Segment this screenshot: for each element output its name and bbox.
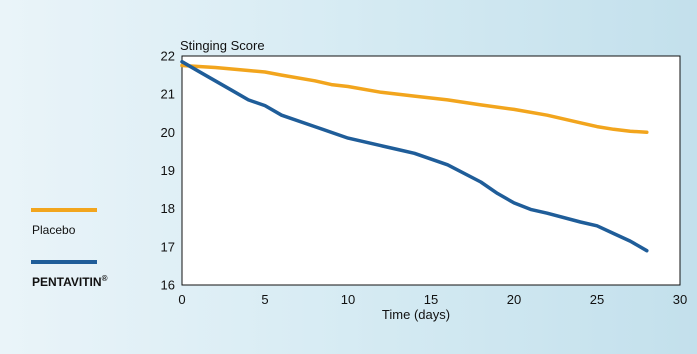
x-tick-label: 5 bbox=[261, 292, 268, 307]
plot-frame bbox=[181, 55, 681, 286]
y-tick-label: 20 bbox=[161, 125, 175, 140]
y-tick-label: 17 bbox=[161, 239, 175, 254]
x-tick-label: 25 bbox=[590, 292, 604, 307]
y-tick-label: 18 bbox=[161, 201, 175, 216]
registered-mark: ® bbox=[102, 274, 108, 283]
y-tick-label: 16 bbox=[161, 278, 175, 293]
y-tick-label: 19 bbox=[161, 163, 175, 178]
x-axis-label: Time (days) bbox=[382, 307, 450, 322]
x-tick-label: 0 bbox=[178, 292, 185, 307]
legend-label: Placebo bbox=[32, 223, 76, 237]
series-line-pentavitin bbox=[180, 59, 649, 253]
legend-label: PENTAVITIN® bbox=[32, 274, 108, 289]
x-tick-label: 20 bbox=[507, 292, 521, 307]
x-tick-label: 30 bbox=[673, 292, 687, 307]
series-lines bbox=[180, 59, 649, 253]
x-tick-labels: 0 5 10 15 20 25 30 bbox=[178, 292, 687, 307]
x-tick-label: 10 bbox=[341, 292, 355, 307]
x-tick-label: 15 bbox=[424, 292, 438, 307]
legend: Placebo PENTAVITIN® bbox=[31, 208, 108, 289]
series-line-placebo bbox=[180, 63, 649, 135]
y-tick-label: 22 bbox=[161, 49, 175, 64]
y-axis-label: Stinging Score bbox=[180, 38, 265, 53]
y-tick-labels: 16 17 18 19 20 21 22 bbox=[161, 49, 175, 293]
y-tick-label: 21 bbox=[161, 87, 175, 102]
